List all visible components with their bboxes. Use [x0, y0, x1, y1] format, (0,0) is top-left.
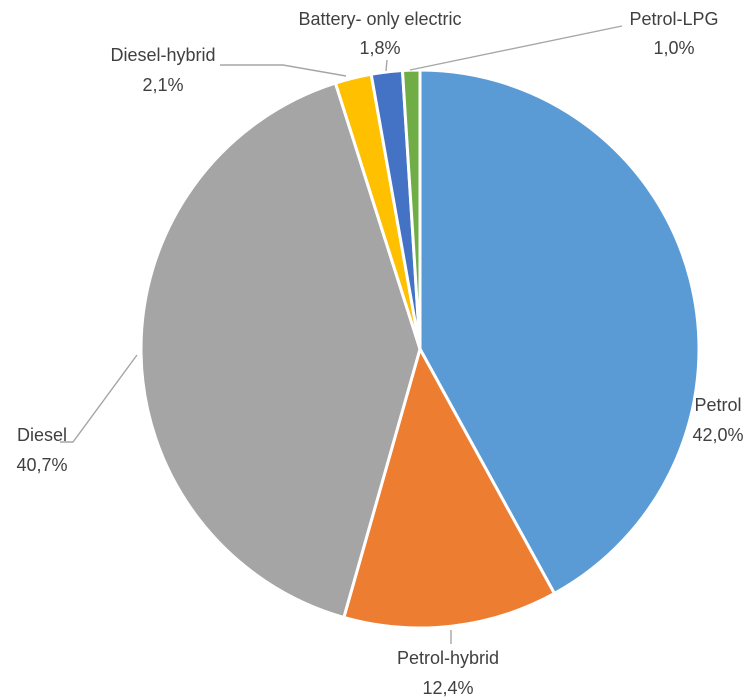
category-label-diesel-hybrid: Diesel-hybrid	[110, 45, 215, 65]
leader-line-battery-only-electric	[385, 59, 388, 72]
value-label-battery-only-electric: 1,8%	[359, 38, 400, 58]
pie-slice-petrol	[418, 68, 701, 595]
category-label-petrol-lpg: Petrol-LPG	[629, 9, 718, 29]
category-label-petrol: Petrol	[694, 395, 741, 415]
category-label-diesel: Diesel	[17, 425, 67, 445]
value-label-petrol-lpg: 1,0%	[653, 38, 694, 58]
data-labels: Petrol 42,0% Petrol-hybrid 12,4% Diesel 40,7%…	[16, 9, 743, 698]
category-label-petrol-hybrid: Petrol-hybrid	[397, 648, 499, 668]
value-label-petrol: 42,0%	[692, 425, 743, 445]
pie-slice-diesel	[139, 81, 422, 619]
value-label-diesel: 40,7%	[16, 455, 67, 475]
category-label-battery-only-electric: Battery- only electric	[298, 9, 461, 29]
pie-slice-petrol-hybrid	[342, 347, 556, 630]
pie-slices	[139, 68, 701, 630]
leader-line-diesel-hybrid	[220, 64, 347, 77]
leader-line-petrol-lpg	[409, 25, 623, 71]
value-label-diesel-hybrid: 2,1%	[142, 75, 183, 95]
leader-line-diesel	[60, 354, 138, 443]
leader-lines	[60, 25, 623, 644]
value-label-petrol-hybrid: 12,4%	[422, 678, 473, 698]
